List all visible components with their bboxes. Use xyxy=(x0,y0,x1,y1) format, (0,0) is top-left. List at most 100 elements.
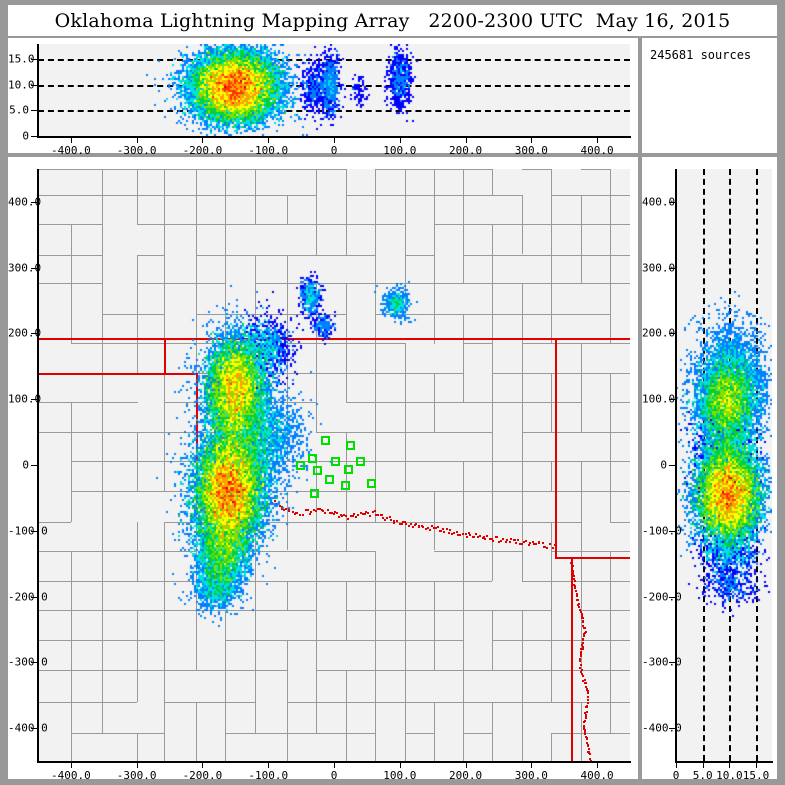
main-plan-view-plot-area xyxy=(38,169,630,761)
y-axis-line xyxy=(37,44,39,138)
y-tick-label: 100.0 xyxy=(642,392,676,406)
y-tick-label: -100.0 xyxy=(642,524,682,538)
lma-station-marker[interactable] xyxy=(310,488,320,498)
y-tick xyxy=(669,267,675,269)
y-tick-label: -300.0 xyxy=(642,655,682,669)
x-tick xyxy=(268,138,270,143)
lma-station-marker[interactable] xyxy=(331,457,341,467)
y-tick xyxy=(669,465,675,466)
y-tick-label: -400.0 xyxy=(8,721,48,735)
lma-station-marker[interactable] xyxy=(320,436,330,445)
x-tick-label: -300.0 xyxy=(116,144,157,157)
x-tick-label: 200.0 xyxy=(448,769,483,782)
y-tick xyxy=(31,333,37,335)
x-tick xyxy=(702,763,704,768)
lma-station-marker[interactable] xyxy=(356,457,366,467)
x-tick-label: 100.0 xyxy=(383,769,417,782)
x-tick xyxy=(399,763,401,768)
y-tick xyxy=(31,662,37,664)
x-tick xyxy=(70,138,72,143)
x-tick xyxy=(531,763,533,768)
x-tick xyxy=(465,138,467,143)
lightning-density-top xyxy=(38,44,630,136)
x-axis-line xyxy=(675,761,773,763)
y-tick xyxy=(669,201,675,203)
x-tick-label: 0 xyxy=(672,769,680,782)
page-title: Oklahoma Lightning Mapping Array 2200-23… xyxy=(54,9,731,32)
x-tick-label: 100.0 xyxy=(383,144,417,157)
lma-station-marker[interactable] xyxy=(295,461,305,470)
x-tick-label: -100.0 xyxy=(248,769,289,782)
y-tick xyxy=(669,662,675,664)
y-tick-label: -100.0 xyxy=(8,524,48,538)
y-tick-label: 400.0 xyxy=(8,195,42,209)
altitude-vs-north-south-panel[interactable]: 0 5.0 10.0 15.0 -400.0 -300.0 -200.0 -100.0 0 100… xyxy=(642,157,777,782)
x-tick xyxy=(531,138,533,143)
x-tick xyxy=(202,763,204,768)
x-axis-line xyxy=(37,136,631,138)
plan-view-map-panel[interactable]: -400.0 -300.0 -200.0 -100.0 0 100.0 200.0 300.0… xyxy=(8,157,638,782)
y-tick-label: 10.0 xyxy=(8,78,35,92)
x-tick xyxy=(597,763,599,768)
source-count-label: 245681 sources xyxy=(650,48,752,62)
y-axis-line xyxy=(675,169,677,763)
x-tick-label: -400.0 xyxy=(51,769,91,782)
y-tick-label: 400.0 xyxy=(642,195,676,209)
x-tick xyxy=(136,763,138,768)
x-tick-label: 15.0 xyxy=(742,769,770,782)
lma-station-marker[interactable] xyxy=(340,480,350,490)
y-tick-label: 15.0 xyxy=(8,52,35,66)
y-tick xyxy=(669,399,675,401)
y-tick-label: 0 xyxy=(660,458,667,472)
lma-station-marker[interactable] xyxy=(345,441,355,451)
y-tick xyxy=(31,530,37,532)
y-tick xyxy=(31,728,37,730)
x-tick-label: 400.0 xyxy=(580,769,614,782)
y-tick xyxy=(31,596,37,598)
y-tick-label: 300.0 xyxy=(8,261,42,275)
y-tick-label: 5.0 xyxy=(9,103,29,117)
x-tick-label: 300.0 xyxy=(514,144,548,157)
x-tick-label: 0 xyxy=(330,769,338,782)
x-tick-label: 0 xyxy=(330,144,338,157)
y-tick xyxy=(669,333,675,335)
y-tick xyxy=(31,84,37,86)
x-tick xyxy=(202,138,204,143)
y-tick-label: -200.0 xyxy=(8,590,48,604)
x-tick xyxy=(756,763,757,768)
x-axis-line xyxy=(37,761,631,763)
x-tick-label: -200.0 xyxy=(182,144,223,157)
lma-station-marker[interactable] xyxy=(366,479,376,489)
lma-station-marker[interactable] xyxy=(308,454,318,464)
x-tick xyxy=(465,763,467,768)
lma-station-marker[interactable] xyxy=(344,464,354,474)
y-tick-label: 0 xyxy=(22,458,29,472)
y-tick xyxy=(31,267,37,269)
lma-station-marker[interactable] xyxy=(324,475,334,485)
y-axis-line xyxy=(37,169,39,763)
x-tick xyxy=(268,763,270,768)
x-tick xyxy=(136,138,138,143)
y-tick xyxy=(31,136,37,137)
x-tick xyxy=(399,138,401,143)
y-tick-label: 0 xyxy=(22,129,29,143)
x-tick xyxy=(597,138,599,143)
altitude-vs-east-west-panel[interactable]: -400.0 -300.0 -200.0 -100.0 0 100.0 200.0 300.0… xyxy=(8,38,638,157)
y-tick-label: -300.0 xyxy=(8,655,48,669)
east-altitude-vs-north-south-plot-area xyxy=(676,169,772,761)
y-tick-label: 300.0 xyxy=(642,261,676,275)
y-tick xyxy=(31,110,37,112)
x-tick-label: -200.0 xyxy=(182,769,223,782)
x-tick-label: 400.0 xyxy=(580,144,614,157)
source-count-panel: 245681 sources xyxy=(642,38,777,153)
y-tick xyxy=(669,596,675,598)
x-tick-label: 300.0 xyxy=(514,769,548,782)
lightning-density-east xyxy=(676,169,772,761)
x-tick xyxy=(334,138,335,143)
x-tick xyxy=(729,763,731,768)
x-tick-label: -100.0 xyxy=(248,144,289,157)
lma-station-marker[interactable] xyxy=(312,466,322,476)
x-tick xyxy=(70,763,72,768)
x-tick-label: -400.0 xyxy=(51,144,91,157)
